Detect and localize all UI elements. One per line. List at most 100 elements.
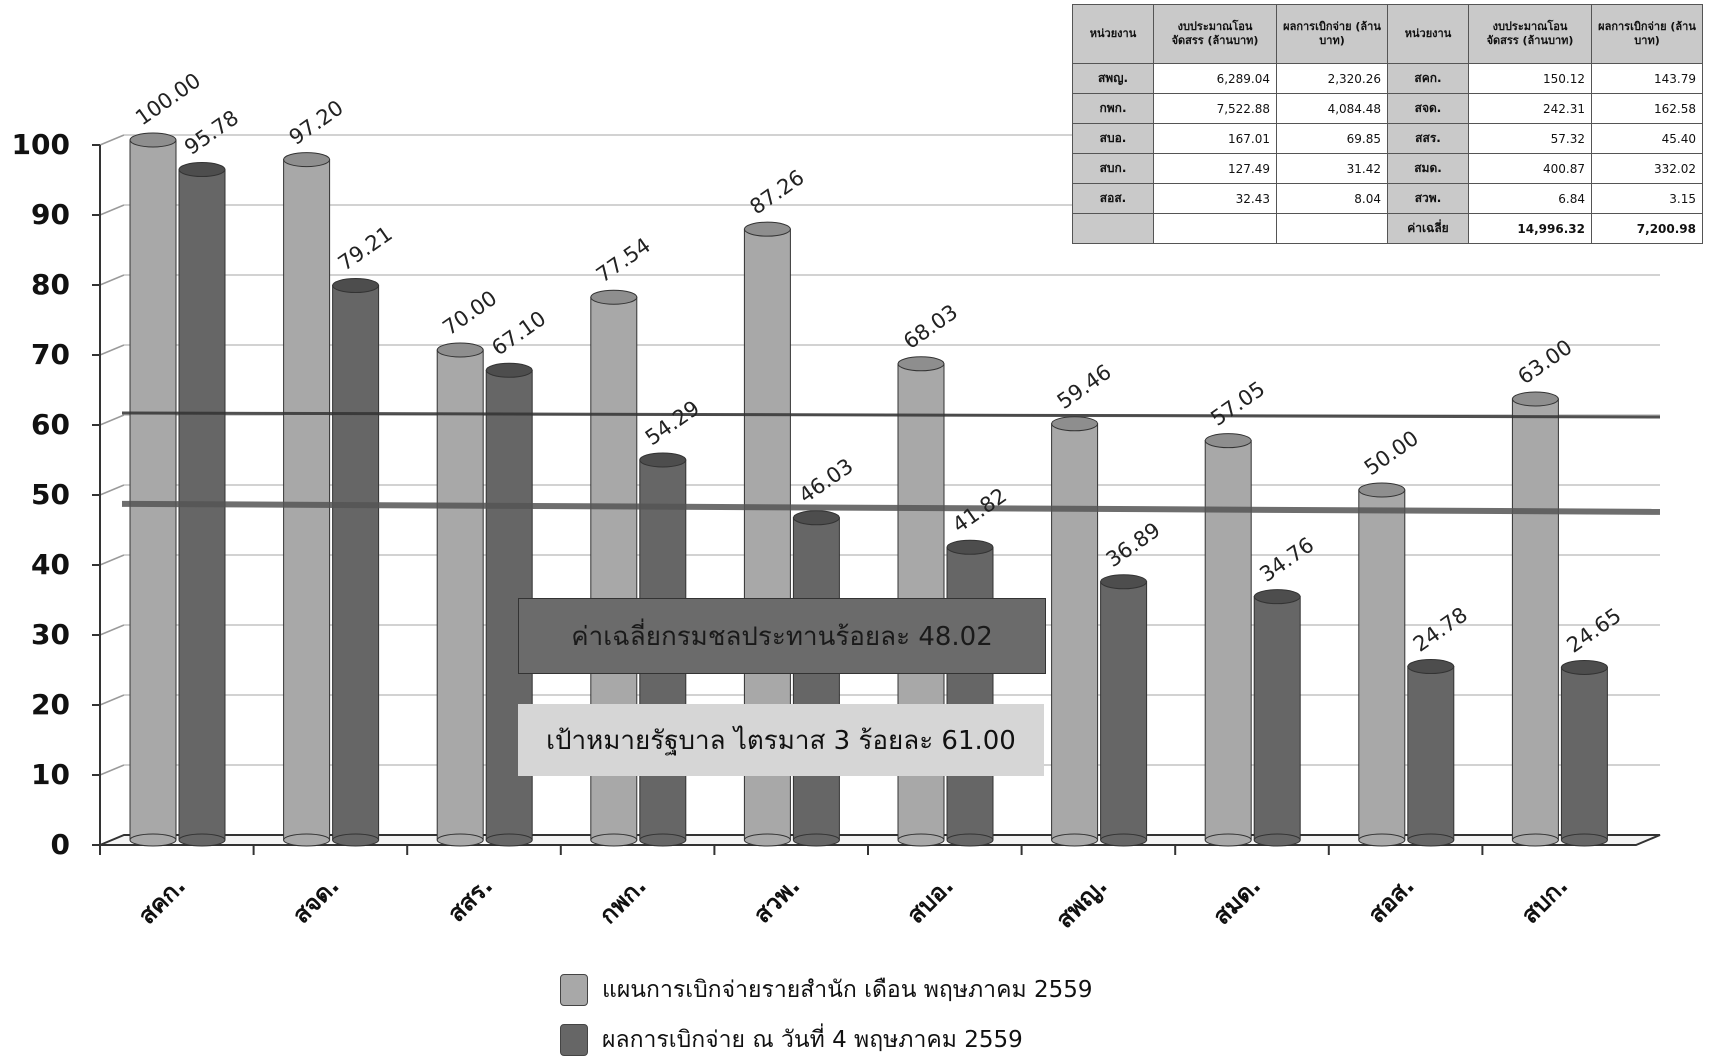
- x-tick-label: สพญ.: [1050, 871, 1112, 933]
- gridline-depth: [99, 694, 125, 706]
- y-tick-label: 70: [31, 338, 70, 371]
- bar: [283, 159, 331, 841]
- table-row: ค่าเฉลี่ย 14,996.32 7,200.98: [1072, 213, 1703, 244]
- bar-base: [1358, 833, 1406, 847]
- bar-cap: [1358, 482, 1406, 498]
- bar-base: [743, 833, 791, 847]
- bar-cap: [332, 278, 380, 294]
- gridline-depth: [99, 204, 125, 216]
- bar-base: [1560, 833, 1608, 847]
- table-cell: 6,289.04: [1153, 63, 1277, 94]
- table-cell: 69.85: [1276, 123, 1388, 154]
- table-cell: สพญ.: [1072, 63, 1154, 94]
- bar: [946, 546, 994, 841]
- bar-cap: [283, 152, 331, 168]
- bar-cap: [792, 510, 840, 526]
- gridline-depth: [99, 134, 125, 146]
- bar-cap: [639, 452, 687, 468]
- gridline-depth: [99, 484, 125, 496]
- table-row: กพก. 7,522.88 4,084.48 สจด. 242.31 162.58: [1072, 93, 1703, 124]
- table-cell: 4,084.48: [1276, 93, 1388, 124]
- bar-base: [129, 833, 177, 847]
- y-tick-label: 50: [31, 478, 70, 511]
- bar-cap: [436, 342, 484, 358]
- bar-cap: [1407, 659, 1455, 675]
- table-cell: สจด.: [1387, 93, 1469, 124]
- legend-swatch-actual: [560, 1024, 588, 1056]
- table-cell: 31.42: [1276, 153, 1388, 184]
- bar-cap: [485, 362, 533, 378]
- x-tick-label: สคก.: [133, 871, 191, 929]
- table-cell: 6.84: [1468, 183, 1592, 214]
- y-tick-label: 0: [51, 828, 70, 861]
- table-cell: 242.31: [1468, 93, 1592, 124]
- reference-line: [121, 500, 1661, 515]
- bar: [1100, 581, 1148, 841]
- y-tick-label: 60: [31, 408, 70, 441]
- bar-cap: [1560, 659, 1608, 675]
- table-cell: 57.32: [1468, 123, 1592, 154]
- y-tick-label: 90: [31, 198, 70, 231]
- x-tick-label: สบก.: [1516, 871, 1574, 929]
- budget-table: หน่วยงาน งบประมาณโอน จัดสรร (ล้านบาท) ผล…: [1072, 4, 1703, 244]
- table-header: งบประมาณโอน จัดสรร (ล้านบาท): [1468, 4, 1592, 64]
- table-cell: 400.87: [1468, 153, 1592, 184]
- table-cell: 7,200.98: [1591, 213, 1703, 244]
- table-cell: สมด.: [1387, 153, 1469, 184]
- bar: [332, 285, 380, 841]
- data-label: 100.00: [131, 68, 205, 130]
- table-row: สบก. 127.49 31.42 สมด. 400.87 332.02: [1072, 153, 1703, 184]
- table-cell: สวพ.: [1387, 183, 1469, 214]
- table-cell: 14,996.32: [1468, 213, 1592, 244]
- target-label: เป้าหมายรัฐบาล ไตรมาส 3 ร้อยละ 61.00: [546, 725, 1016, 756]
- table-cell: 162.58: [1591, 93, 1703, 124]
- bar-base: [946, 833, 994, 847]
- bar-cap: [590, 289, 638, 305]
- x-tick-label: สสร.: [442, 871, 498, 927]
- bar-base: [1253, 833, 1301, 847]
- y-tick-label: 80: [31, 268, 70, 301]
- table-header: หน่วยงาน: [1387, 4, 1469, 64]
- bar: [1051, 423, 1099, 841]
- table-header-row: หน่วยงาน งบประมาณโอน จัดสรร (ล้านบาท) ผล…: [1072, 4, 1703, 64]
- table-header: ผลการเบิกจ่าย (ล้านบาท): [1591, 4, 1703, 64]
- y-tick-label: 20: [31, 688, 70, 721]
- bar: [129, 139, 177, 841]
- legend-label-plan: แผนการเบิกจ่ายรายสำนัก เดือน พฤษภาคม 255…: [602, 977, 1093, 1003]
- legend-label-actual: ผลการเบิกจ่าย ณ วันที่ 4 พฤษภาคม 2559: [602, 1027, 1023, 1053]
- bar: [1204, 440, 1252, 841]
- table-header: ผลการเบิกจ่าย (ล้านบาท): [1276, 4, 1388, 64]
- table-cell: 3.15: [1591, 183, 1703, 214]
- table-cell: 7,522.88: [1153, 93, 1277, 124]
- bar-cap: [129, 132, 177, 148]
- bar: [792, 517, 840, 841]
- table-cell: 143.79: [1591, 63, 1703, 94]
- table-cell: 127.49: [1153, 153, 1277, 184]
- gridline-depth: [99, 624, 125, 636]
- bar-cap: [1511, 391, 1559, 407]
- table-cell: [1153, 213, 1277, 244]
- table-row: สบอ. 167.01 69.85 สสร. 57.32 45.40: [1072, 123, 1703, 154]
- bar-cap: [897, 356, 945, 372]
- table-cell: 332.02: [1591, 153, 1703, 184]
- table-header: งบประมาณโอน จัดสรร (ล้านบาท): [1153, 4, 1277, 64]
- table-cell: สคก.: [1387, 63, 1469, 94]
- y-tick-label: 10: [31, 758, 70, 791]
- bar-base: [283, 833, 331, 847]
- target-label-box: เป้าหมายรัฐบาล ไตรมาส 3 ร้อยละ 61.00: [518, 704, 1044, 776]
- bar-cap: [1253, 589, 1301, 605]
- x-tick-label: สจด.: [287, 871, 345, 929]
- bar-base: [1407, 833, 1455, 847]
- bar: [1511, 398, 1559, 841]
- bar-cap: [946, 539, 994, 555]
- bar-base: [897, 833, 945, 847]
- x-tick-label: สวพ.: [748, 871, 805, 928]
- table-cell: 32.43: [1153, 183, 1277, 214]
- bar: [1407, 666, 1455, 841]
- table-cell: สบอ.: [1072, 123, 1154, 154]
- table-row: สอส. 32.43 8.04 สวพ. 6.84 3.15: [1072, 183, 1703, 214]
- table-header: หน่วยงาน: [1072, 4, 1154, 64]
- y-tick-label: 30: [31, 618, 70, 651]
- table-cell: 150.12: [1468, 63, 1592, 94]
- bar: [1253, 596, 1301, 841]
